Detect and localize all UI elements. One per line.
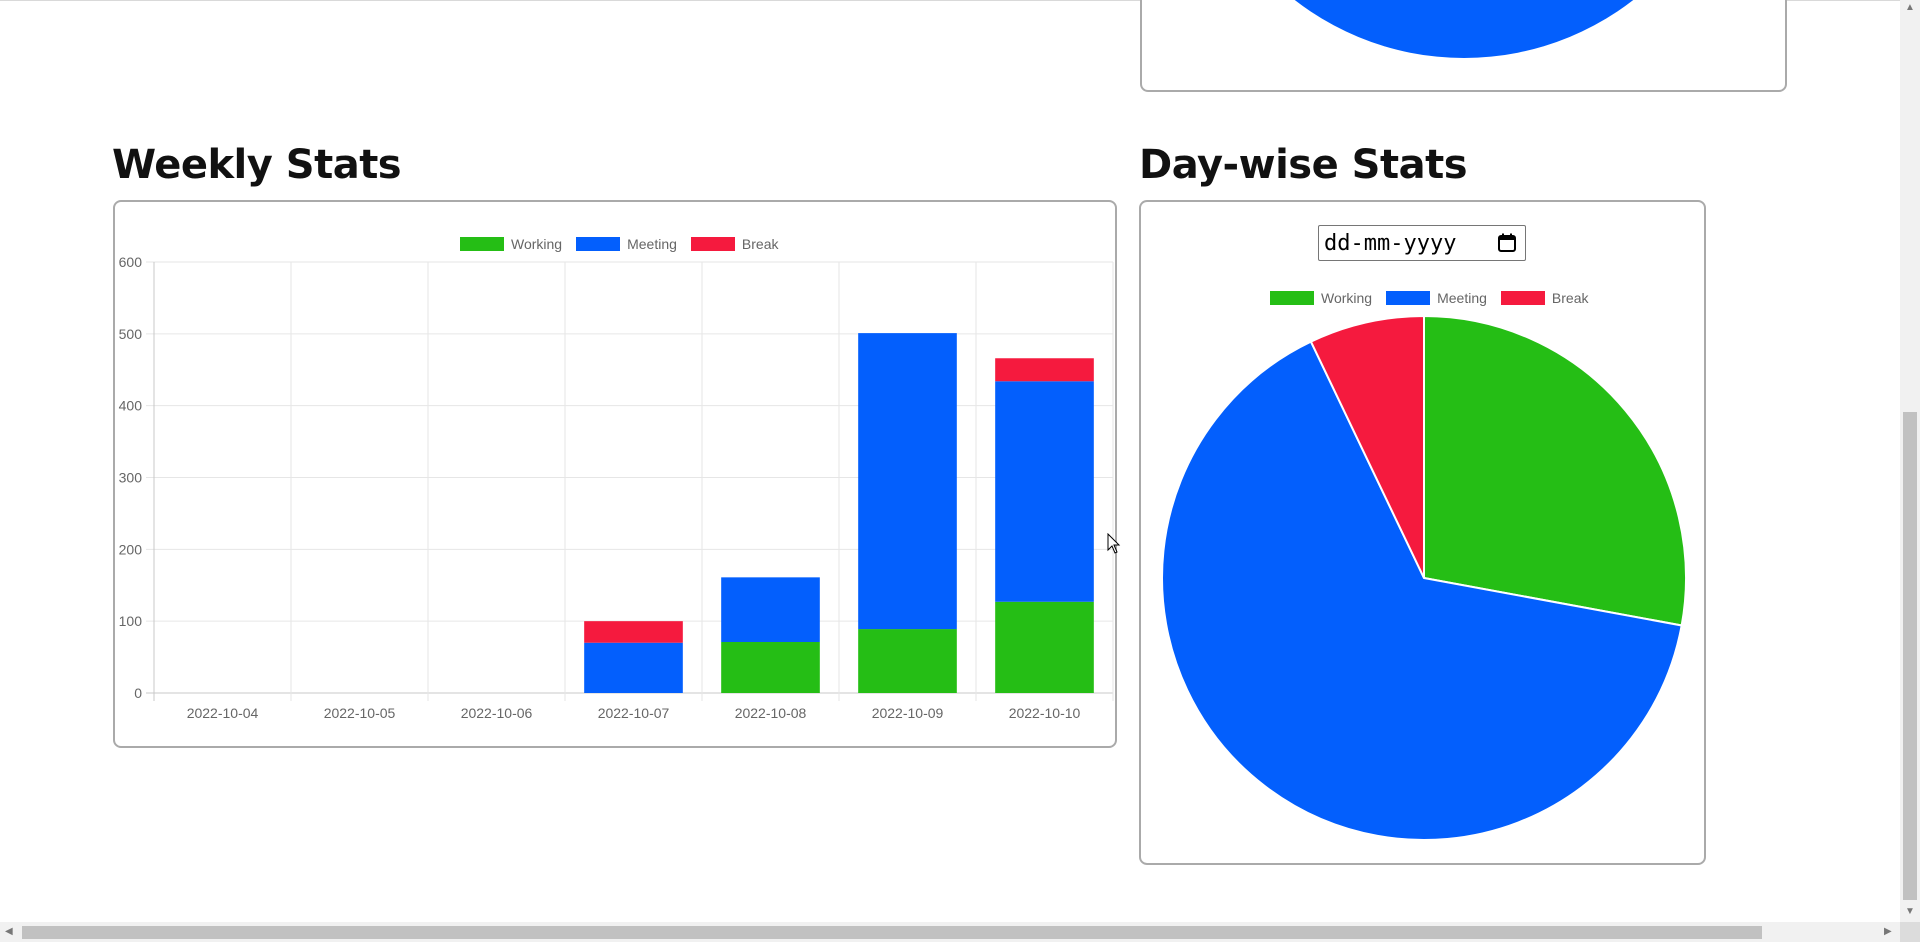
y-tick-label: 600 bbox=[119, 254, 143, 270]
bar-break bbox=[584, 621, 683, 643]
x-tick-label: 2022-10-04 bbox=[187, 705, 259, 721]
scroll-left-arrow-icon[interactable]: ◀ bbox=[5, 926, 13, 937]
y-tick-label: 200 bbox=[119, 541, 143, 557]
date-input-placeholder: dd-mm-yyyy bbox=[1324, 230, 1457, 256]
daywise-legend-item-meeting[interactable]: Meeting bbox=[1386, 290, 1487, 306]
vertical-scrollbar-thumb[interactable] bbox=[1903, 412, 1917, 900]
scrollbar-corner bbox=[1900, 922, 1920, 942]
previous-pie-chart bbox=[1294, 0, 1634, 58]
bar-meeting bbox=[721, 577, 820, 642]
x-tick-label: 2022-10-05 bbox=[324, 705, 396, 721]
pie-slice-working bbox=[1423, 314, 1687, 627]
legend-swatch-working bbox=[1270, 291, 1314, 305]
y-tick-label: 0 bbox=[134, 685, 142, 701]
legend-label-meeting: Meeting bbox=[627, 236, 677, 252]
x-tick-label: 2022-10-10 bbox=[1009, 705, 1081, 721]
y-tick-label: 500 bbox=[119, 326, 143, 342]
x-tick-label: 2022-10-07 bbox=[598, 705, 670, 721]
scroll-up-arrow-icon[interactable]: ▲ bbox=[1905, 2, 1915, 13]
bar-working bbox=[995, 601, 1094, 693]
bar-meeting bbox=[995, 381, 1094, 602]
weekly-legend-item-meeting[interactable]: Meeting bbox=[576, 236, 677, 252]
daywise-stats-heading: Day-wise Stats bbox=[1139, 142, 1468, 188]
legend-label-break: Break bbox=[741, 236, 779, 252]
scroll-down-arrow-icon[interactable]: ▼ bbox=[1905, 906, 1915, 917]
previous-stats-card bbox=[1140, 0, 1787, 92]
y-tick-label: 400 bbox=[119, 398, 143, 414]
daywise-legend-item-working[interactable]: Working bbox=[1270, 290, 1372, 306]
date-input[interactable]: dd-mm-yyyy bbox=[1318, 225, 1526, 261]
weekly-legend-item-break[interactable]: Break bbox=[690, 236, 779, 252]
x-tick-label: 2022-10-09 bbox=[872, 705, 944, 721]
legend-swatch-working bbox=[460, 237, 504, 251]
bar-working bbox=[721, 641, 820, 693]
weekly-stats-card: Working Meeting Break 0 100 200 300 400 500 60… bbox=[113, 200, 1117, 748]
y-tick-label: 300 bbox=[119, 470, 143, 486]
legend-swatch-meeting bbox=[576, 237, 621, 251]
legend-label-working: Working bbox=[511, 236, 563, 252]
bar-break bbox=[995, 358, 1094, 382]
calendar-icon[interactable] bbox=[1497, 233, 1517, 253]
daywise-stats-card: Working Meeting Break bbox=[1139, 200, 1706, 865]
weekly-stats-heading: Weekly Stats bbox=[112, 142, 402, 188]
daywise-legend: Working Meeting Break bbox=[1270, 290, 1592, 306]
weekly-legend: Working Meeting Break bbox=[460, 236, 782, 252]
mouse-pointer-icon bbox=[1107, 533, 1121, 554]
legend-swatch-break bbox=[690, 237, 735, 251]
scroll-right-arrow-icon[interactable]: ▶ bbox=[1884, 926, 1892, 937]
top-divider bbox=[0, 0, 1900, 1]
weekly-bar-chart: 0 100 200 300 400 500 600 2022-10-04 2022-10-05 2… bbox=[119, 254, 1114, 721]
horizontal-scrollbar-thumb[interactable] bbox=[22, 926, 1762, 939]
bar-working bbox=[858, 629, 957, 693]
daywise-pie-chart bbox=[1161, 314, 1687, 841]
previous-pie-slice-meeting bbox=[1294, 0, 1634, 58]
legend-label-meeting: Meeting bbox=[1437, 290, 1487, 306]
pie-slice-meeting bbox=[1161, 340, 1683, 841]
bar-meeting bbox=[584, 642, 683, 693]
legend-swatch-break bbox=[1500, 291, 1545, 305]
legend-swatch-meeting bbox=[1386, 291, 1431, 305]
x-tick-label: 2022-10-06 bbox=[461, 705, 533, 721]
legend-label-working: Working bbox=[1321, 290, 1373, 306]
y-tick-label: 100 bbox=[119, 613, 143, 629]
legend-label-break: Break bbox=[1551, 290, 1589, 306]
daywise-legend-item-break[interactable]: Break bbox=[1500, 290, 1589, 306]
pie-slice-break bbox=[1309, 314, 1425, 579]
weekly-legend-item-working[interactable]: Working bbox=[460, 236, 562, 252]
x-tick-label: 2022-10-08 bbox=[735, 705, 807, 721]
bar-meeting bbox=[858, 333, 957, 630]
